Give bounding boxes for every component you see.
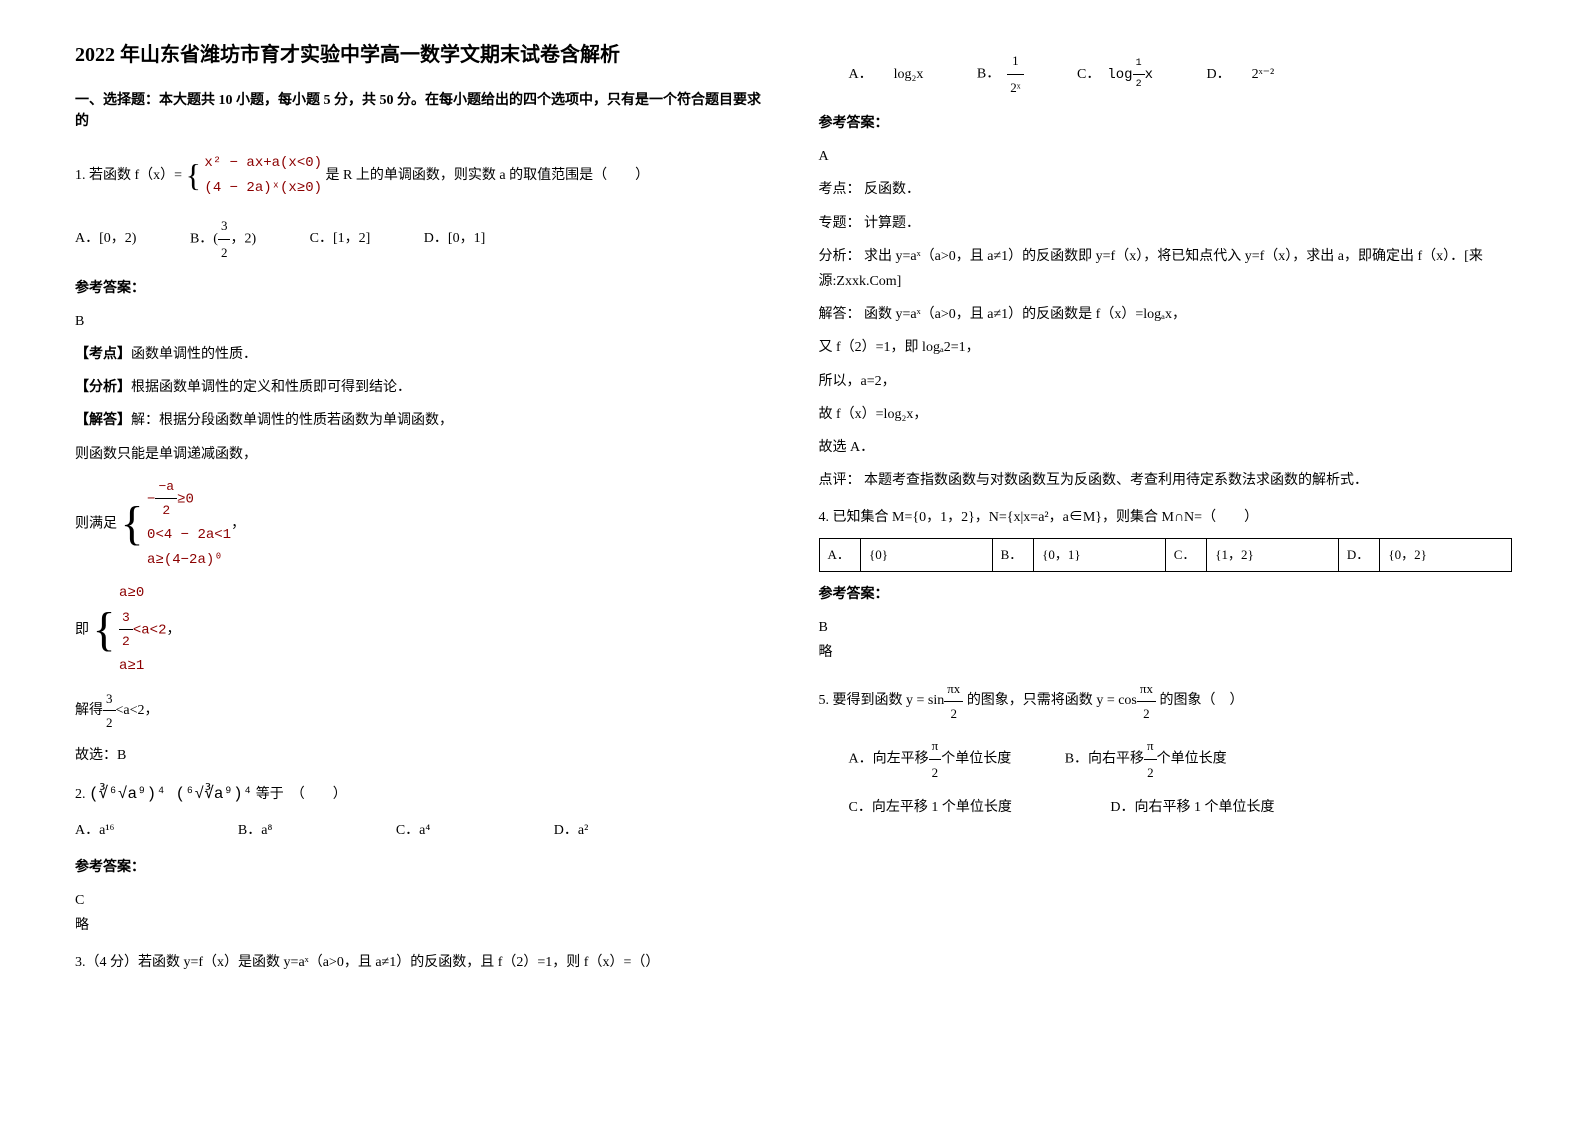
q4-answer: B — [819, 615, 1513, 640]
q5-choice-c: C．向左平移 1 个单位长度 — [849, 794, 1012, 822]
q3-analysis-label: 分析： — [819, 249, 861, 264]
q3-choice-c: C． log12x — [1077, 54, 1153, 95]
q4-stem: 4. 已知集合 M={0，1，2}，N={x|x=a²，a∈M}，则集合 M∩N… — [819, 505, 1513, 530]
q3-answer: A — [819, 144, 1513, 169]
q4-c: {1，2} — [1207, 539, 1339, 571]
q3-point-label: 考点： — [819, 182, 861, 197]
q1-stem-suffix: 是 R 上的单调函数，则实数 a 的取值范围是（ ） — [326, 168, 650, 183]
q3-choices: A． log₂x B． 12ˣ C． log12x D． 2ˣ⁻² — [849, 48, 1513, 101]
q3-comment: 本题考查指数函数与对数函数互为反函数、考查利用待定系数法求函数的解析式． — [864, 473, 1368, 488]
q3-solve2: 又 f（2）=1，即 logₐ2=1， — [819, 335, 1513, 360]
q4-d-label: D． — [1338, 539, 1380, 571]
q1-solve2: 则函数只能是单调递减函数， — [75, 442, 769, 467]
q1-solve-label: 【解答】 — [75, 413, 131, 428]
left-column: 2022 年山东省潍坊市育才实验中学高一数学文期末试卷含解析 一、选择题：本大题… — [50, 40, 794, 1082]
q2-choice-c: C．a⁴ — [396, 817, 430, 845]
q4-b-label: B． — [992, 539, 1034, 571]
q4-answer-label: 参考答案： — [819, 582, 1513, 607]
q1-choice-a: A．[0，2) — [75, 225, 136, 253]
q2-choice-d: D．a² — [554, 817, 589, 845]
q1-analysis: 根据函数单调性的定义和性质即可得到结论． — [131, 380, 411, 395]
q3-point: 反函数． — [864, 182, 920, 197]
q1-solve5: 解得32<a<2， — [75, 687, 769, 735]
q4-c-label: C． — [1165, 539, 1207, 571]
q1-choice-c: C．[1，2] — [310, 225, 371, 253]
q1-analysis-label: 【分析】 — [75, 380, 131, 395]
q3-solve4: 故 f（x）=log₂x， — [819, 402, 1513, 427]
q3-topic-label: 专题： — [819, 216, 861, 231]
question-3-rest: A． log₂x B． 12ˣ C． log12x D． 2ˣ⁻² 参考答案： … — [819, 48, 1513, 493]
q5-stem: 5. 要得到函数 y = sinπx2 的图象，只需将函数 y = cosπx2… — [819, 677, 1513, 725]
q1-stem-prefix: 1. 若函数 f（x）= — [75, 168, 182, 183]
q2-choice-a: A．a¹⁶ — [75, 817, 114, 845]
q1-answer-label: 参考答案： — [75, 276, 769, 301]
q2-answer: C — [75, 888, 769, 913]
right-column: A． log₂x B． 12ˣ C． log12x D． 2ˣ⁻² 参考答案： … — [794, 40, 1538, 1082]
q2-choice-b: B．a⁸ — [238, 817, 272, 845]
q1-piece2: (4 − 2a)ˣ(x≥0) — [204, 176, 322, 201]
q1-choice-d: D．[0，1] — [424, 225, 485, 253]
question-5: 5. 要得到函数 y = sinπx2 的图象，只需将函数 y = cosπx2… — [819, 677, 1513, 822]
q3-stem: 3.（4 分）若函数 y=f（x）是函数 y=aˣ（a>0，且 a≠1）的反函数… — [75, 950, 769, 975]
q4-a-label: A． — [819, 539, 861, 571]
question-3-stem: 3.（4 分）若函数 y=f（x）是函数 y=aˣ（a>0，且 a≠1）的反函数… — [75, 950, 769, 975]
q1-point: 函数单调性的性质． — [131, 347, 257, 362]
q3-topic: 计算题． — [864, 216, 920, 231]
q4-choice-table: A． {0} B． {0，1} C． {1，2} D． {0，2} — [819, 538, 1513, 571]
q3-solve1: 函数 y=aˣ（a>0，且 a≠1）的反函数是 f（x）=logₐx， — [864, 307, 1186, 322]
q1-solve1: 解：根据分段函数单调性的性质若函数为单调函数， — [131, 413, 453, 428]
q2-note: 略 — [75, 913, 769, 938]
q5-choices-ab: A．向左平移π2个单位长度 B．向右平移π2个单位长度 — [849, 733, 1513, 786]
q5-choice-b: B．向右平移π2个单位长度 — [1065, 733, 1227, 786]
q3-analysis: 求出 y=aˣ（a>0，且 a≠1）的反函数即 y=f（x），将已知点代入 y=… — [819, 249, 1483, 289]
q3-choice-d: D． 2ˣ⁻² — [1206, 61, 1274, 89]
q3-solve-label: 解答： — [819, 307, 861, 322]
question-1: 1. 若函数 f（x）= { x² − ax+a(x<0) (4 − 2a)ˣ(… — [75, 147, 769, 768]
page-title: 2022 年山东省潍坊市育才实验中学高一数学文期末试卷含解析 — [75, 40, 769, 70]
q1-solve6: 故选：B — [75, 743, 769, 768]
q1-answer: B — [75, 309, 769, 334]
q1-piece1: x² − ax+a(x<0) — [204, 151, 322, 176]
q1-conditions-1: 则满足 { −−a2≥0 0<4 − 2a<1 a≥(4−2a)⁰ ， — [75, 475, 769, 573]
q3-choice-a: A． log₂x — [849, 61, 924, 89]
q4-d: {0，2} — [1380, 539, 1512, 571]
q1-conditions-2: 即 { a≥0 32<a<2 a≥1 ， — [75, 581, 769, 679]
question-4: 4. 已知集合 M={0，1，2}，N={x|x=a²，a∈M}，则集合 M∩N… — [819, 505, 1513, 665]
q4-a: {0} — [861, 539, 993, 571]
q3-comment-label: 点评： — [819, 473, 861, 488]
q1-stem: 1. 若函数 f（x）= { x² − ax+a(x<0) (4 − 2a)ˣ(… — [75, 147, 769, 205]
q2-choices: A．a¹⁶ B．a⁸ C．a⁴ D．a² — [75, 817, 769, 845]
q3-choice-b: B． 12ˣ — [977, 48, 1024, 101]
q1-point-label: 【考点】 — [75, 347, 131, 362]
q2-answer-label: 参考答案： — [75, 855, 769, 880]
q3-solve3: 所以，a=2， — [819, 369, 1513, 394]
q5-choices-cd: C．向左平移 1 个单位长度 D．向右平移 1 个单位长度 — [849, 794, 1513, 822]
q2-radical: (∛⁶√a⁹)⁴ (⁶√∛a⁹)⁴ — [89, 785, 252, 803]
q5-choice-d: D．向右平移 1 个单位长度 — [1110, 794, 1274, 822]
q2-stem: 2. (∛⁶√a⁹)⁴ (⁶√∛a⁹)⁴ 等于 （ ） — [75, 780, 769, 809]
q3-solve5: 故选 A． — [819, 435, 1513, 460]
q1-choice-b: B．(32，2) — [190, 213, 256, 266]
q3-answer-label: 参考答案： — [819, 111, 1513, 136]
question-2: 2. (∛⁶√a⁹)⁴ (⁶√∛a⁹)⁴ 等于 （ ） A．a¹⁶ B．a⁸ C… — [75, 780, 769, 938]
q4-note: 略 — [819, 640, 1513, 665]
q1-choices: A．[0，2) B．(32，2) C．[1，2] D．[0，1] — [75, 213, 769, 266]
q4-b: {0，1} — [1034, 539, 1166, 571]
q5-choice-a: A．向左平移π2个单位长度 — [849, 733, 1012, 786]
section-header: 一、选择题：本大题共 10 小题，每小题 5 分，共 50 分。在每小题给出的四… — [75, 90, 769, 132]
